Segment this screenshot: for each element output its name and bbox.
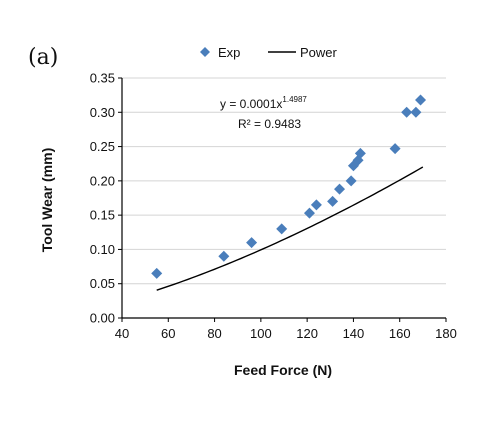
- y-tick-label: 0.05: [90, 276, 115, 291]
- x-tick-label: 120: [296, 326, 318, 341]
- panel-label: (a): [28, 45, 58, 70]
- exp-point: [276, 223, 288, 235]
- legend: Exp Power: [200, 45, 338, 60]
- y-tick-label: 0.30: [90, 105, 115, 120]
- exp-point: [354, 147, 366, 159]
- r-squared-label: R² = 0.9483: [238, 117, 301, 131]
- axes: [121, 78, 446, 319]
- exp-point: [415, 94, 427, 106]
- exp-point: [401, 106, 413, 118]
- exp-point: [151, 267, 163, 279]
- equation-exponent: 1.4987: [282, 95, 307, 104]
- legend-exp-marker: [200, 47, 210, 57]
- exp-point: [334, 183, 346, 195]
- y-axis-title: Tool Wear (mm): [39, 148, 55, 253]
- exp-point: [410, 106, 422, 118]
- y-tick-label: 0.00: [90, 311, 115, 326]
- exp-point: [345, 175, 357, 187]
- x-tick-label: 80: [207, 326, 221, 341]
- x-axis-ticks: 40 60 80 100 120 140 160 180: [115, 318, 457, 341]
- x-tick-label: 160: [389, 326, 411, 341]
- exp-data-points: [151, 94, 427, 279]
- y-tick-label: 0.15: [90, 208, 115, 223]
- exp-point: [303, 207, 315, 219]
- grid-lines: [122, 77, 446, 285]
- y-tick-label: 0.20: [90, 173, 115, 188]
- legend-power-label: Power: [300, 45, 338, 60]
- equation-label: y = 0.0001x1.4987: [220, 95, 307, 111]
- y-tick-label: 0.10: [90, 242, 115, 257]
- x-tick-label: 60: [161, 326, 175, 341]
- trendline-annotation: y = 0.0001x1.4987 R² = 0.9483: [220, 95, 307, 131]
- y-axis-ticks: 0.00 0.05 0.10 0.15 0.20 0.25 0.30 0.35: [90, 71, 122, 326]
- equation-prefix: y = 0.0001x: [220, 97, 282, 111]
- exp-point: [246, 237, 258, 249]
- y-tick-label: 0.35: [90, 71, 115, 86]
- power-trendline: [156, 166, 424, 291]
- exp-point: [218, 250, 230, 262]
- legend-exp-label: Exp: [218, 45, 240, 60]
- exp-point: [389, 143, 401, 155]
- x-tick-label: 140: [343, 326, 365, 341]
- x-tick-label: 180: [435, 326, 457, 341]
- x-axis-title: Feed Force (N): [234, 362, 332, 378]
- exp-point: [310, 199, 322, 211]
- y-tick-label: 0.25: [90, 139, 115, 154]
- x-tick-label: 40: [115, 326, 129, 341]
- exp-point: [327, 195, 339, 207]
- x-tick-label: 100: [250, 326, 272, 341]
